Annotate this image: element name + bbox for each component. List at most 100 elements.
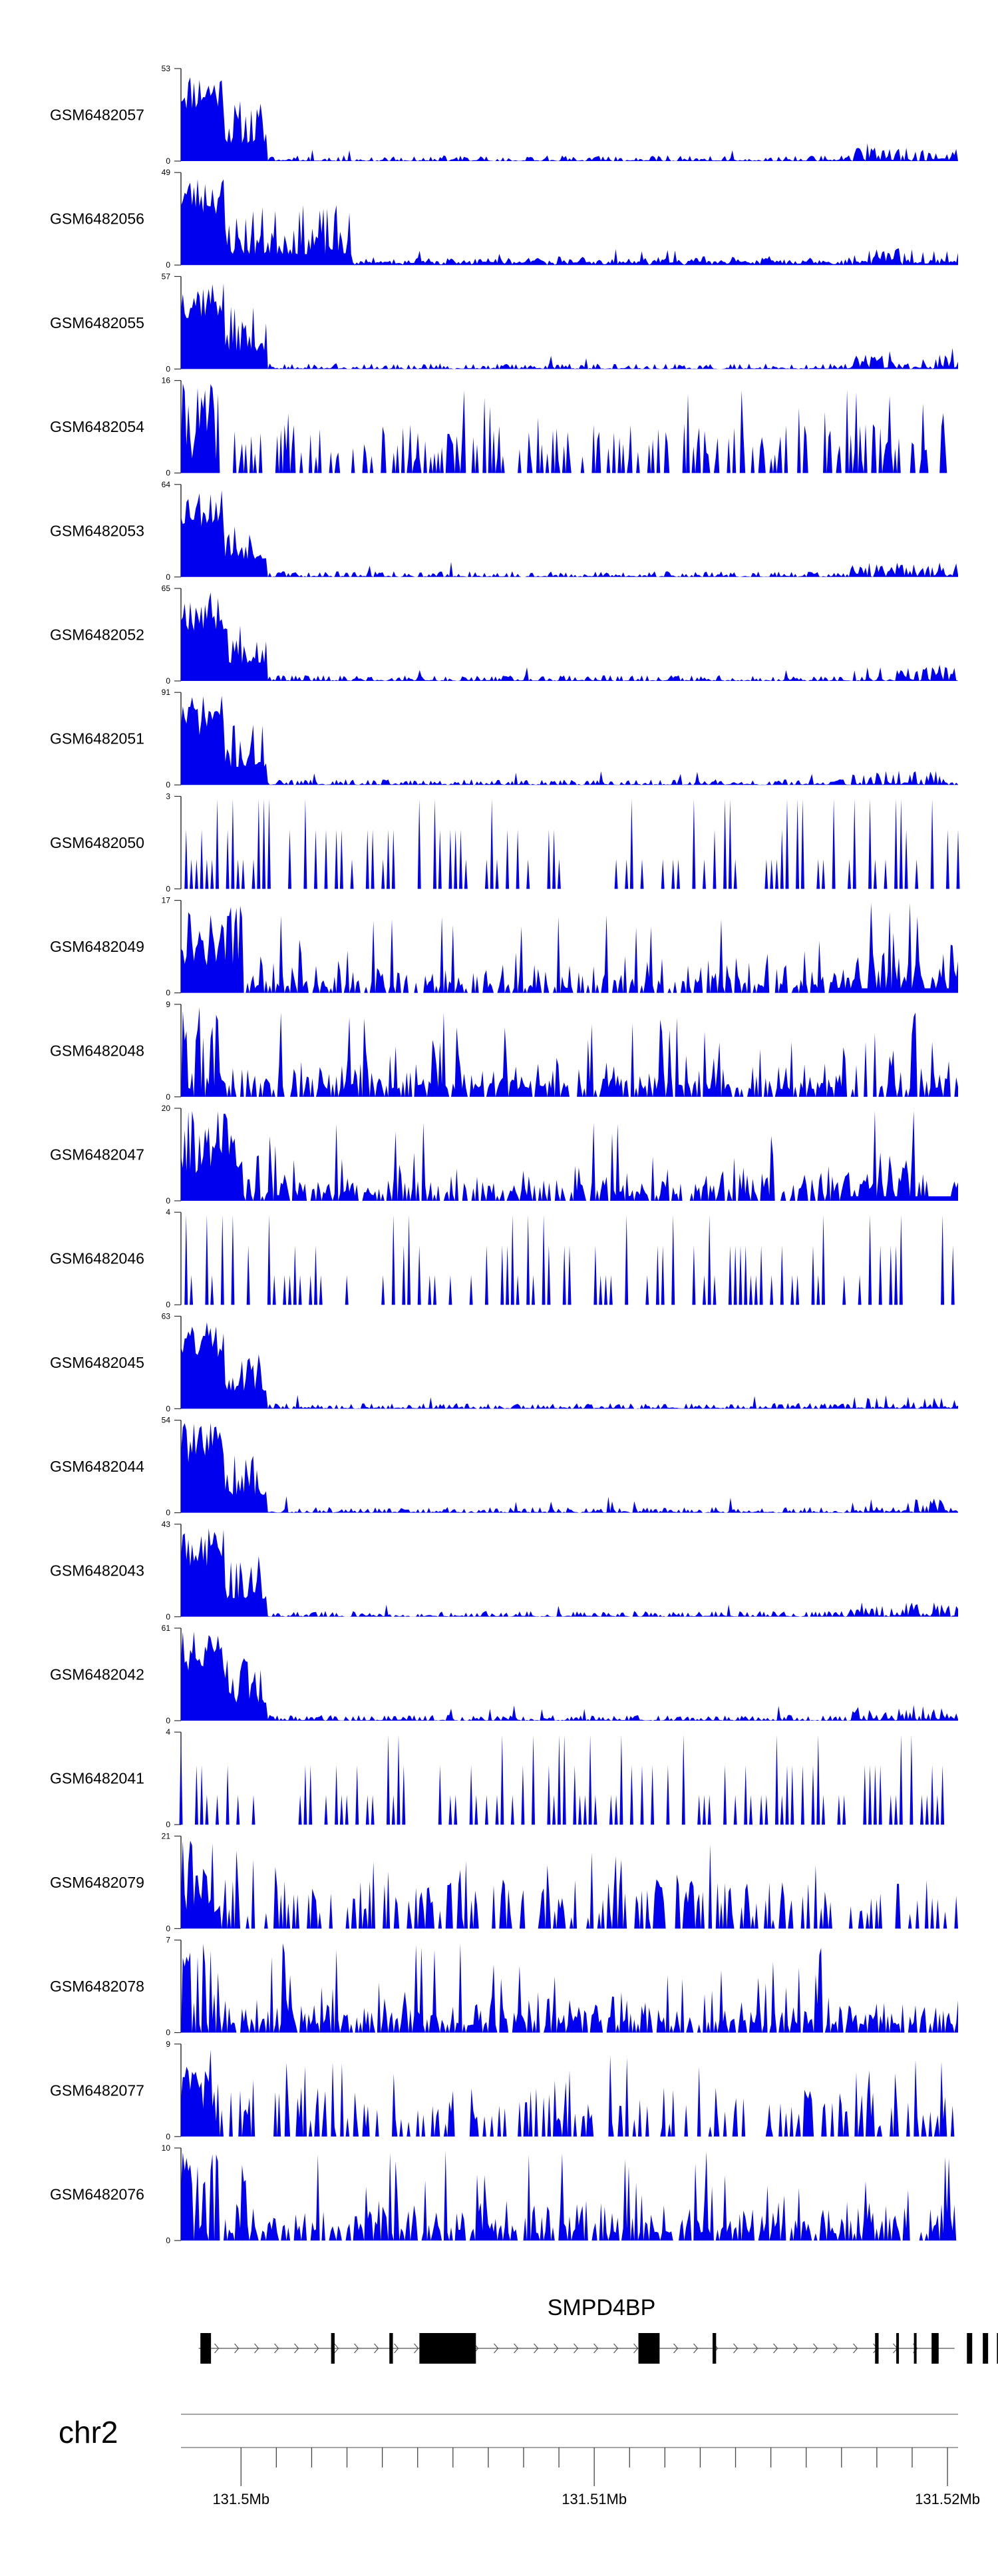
gene-exon	[983, 2333, 989, 2364]
coverage-area	[181, 1322, 958, 1409]
coverage-area	[181, 490, 958, 577]
y-max-label: 53	[162, 64, 171, 73]
gene-exon	[914, 2333, 917, 2364]
y-max-label: 9	[166, 2039, 170, 2049]
track-gsm6482049: GSM6482049 17 0	[50, 896, 958, 998]
track-gsm6482042: GSM6482042 61 0	[50, 1623, 958, 1725]
y-min-label: 0	[166, 780, 170, 789]
y-max-label: 20	[162, 1104, 171, 1113]
gene-exon	[875, 2333, 879, 2364]
strand-arrow	[673, 2343, 679, 2354]
gene-exon	[997, 2333, 998, 2364]
y-max-label: 91	[162, 688, 171, 697]
coverage-area	[181, 2151, 958, 2241]
y-max-label: 49	[162, 168, 171, 177]
coverage-area	[179, 1735, 958, 1825]
y-min-label: 0	[166, 260, 170, 270]
y-min-label: 0	[166, 1404, 170, 1413]
track-gsm6482047: GSM6482047 20 0	[50, 1104, 958, 1205]
track-gsm6482048: GSM6482048 9 0	[50, 1000, 958, 1102]
track-label: GSM6482078	[50, 1978, 144, 1995]
track-label: GSM6482043	[50, 1562, 144, 1579]
strand-arrow	[833, 2343, 838, 2354]
strand-arrow	[294, 2343, 299, 2354]
strand-arrow	[633, 2343, 639, 2354]
strand-arrow	[733, 2343, 739, 2354]
coverage-area	[181, 1528, 958, 1617]
gene-exon	[896, 2333, 900, 2364]
track-gsm6482079: GSM6482079 21 0	[50, 1831, 958, 1933]
y-max-label: 65	[162, 584, 171, 593]
y-min-label: 0	[166, 1924, 170, 1933]
y-min-label: 0	[166, 469, 170, 478]
coverage-area	[181, 696, 958, 785]
strand-arrow	[314, 2343, 319, 2354]
strand-arrow	[773, 2343, 778, 2354]
track-label: GSM6482044	[50, 1458, 144, 1475]
coverage-area	[181, 1007, 958, 1097]
y-min-label: 0	[166, 1092, 170, 1102]
strand-arrow	[593, 2343, 599, 2354]
y-max-label: 54	[162, 1416, 171, 1425]
gene-exon	[419, 2333, 476, 2364]
y-min-label: 0	[166, 988, 170, 998]
coverage-area	[181, 77, 958, 161]
track-gsm6482044: GSM6482044 54 0	[50, 1416, 958, 1518]
track-gsm6482045: GSM6482045 63 0	[50, 1311, 958, 1413]
coverage-area	[181, 2049, 958, 2137]
strand-arrow	[254, 2343, 259, 2354]
y-min-label: 0	[166, 1820, 170, 1829]
y-min-label: 0	[166, 1196, 170, 1205]
strand-arrow	[374, 2343, 379, 2354]
track-label: GSM6482048	[50, 1042, 144, 1059]
gene-exon	[967, 2333, 973, 2364]
track-gsm6482078: GSM6482078 7 0	[50, 1936, 958, 2038]
track-gsm6482057: GSM6482057 53 0	[50, 64, 958, 166]
track-gsm6482046: GSM6482046 4 0	[50, 1207, 958, 1309]
y-max-label: 21	[162, 1831, 171, 1840]
coverage-area	[181, 1631, 958, 1721]
track-gsm6482051: GSM6482051 91 0	[50, 688, 958, 789]
position-label: 131.52Mb	[915, 2491, 980, 2507]
coverage-tracks: GSM6482057530GSM6482056490GSM6482055570G…	[50, 64, 960, 2245]
track-label: GSM6482055	[50, 314, 144, 331]
track-label: GSM6482051	[50, 730, 144, 748]
y-max-label: 16	[162, 376, 171, 385]
track-gsm6482041: GSM6482041 4 0	[50, 1727, 958, 1829]
y-min-label: 0	[166, 2028, 170, 2038]
y-max-label: 4	[166, 1727, 170, 1737]
coverage-area	[181, 1215, 958, 1305]
gene-name-label: SMPD4BP	[548, 2295, 656, 2320]
gene-exon	[331, 2333, 335, 2364]
strand-arrow	[414, 2343, 419, 2354]
gene-exon	[931, 2333, 939, 2364]
genomic-axis: chr2 131.5Mb 131.51Mb 131.52Mb	[59, 2414, 980, 2507]
strand-arrow	[813, 2343, 818, 2354]
strand-arrow	[574, 2343, 579, 2354]
coverage-area	[181, 383, 958, 473]
position-label: 131.5Mb	[212, 2491, 269, 2507]
gene-exon	[638, 2333, 660, 2364]
track-label: GSM6482050	[50, 834, 144, 851]
y-min-label: 0	[166, 884, 170, 893]
coverage-area	[181, 1840, 958, 1929]
strand-arrow	[234, 2343, 240, 2354]
y-min-label: 0	[166, 572, 170, 582]
y-max-label: 10	[162, 2143, 171, 2153]
coverage-area	[181, 1943, 958, 2033]
track-label: GSM6482056	[50, 210, 144, 228]
gene-track: SMPD4BP	[198, 2295, 998, 2364]
y-max-label: 17	[162, 896, 171, 905]
strand-arrow	[394, 2343, 399, 2354]
track-label: GSM6482042	[50, 1666, 144, 1683]
y-min-label: 0	[166, 1300, 170, 1309]
coverage-area	[181, 1422, 958, 1513]
strand-arrow	[534, 2343, 539, 2354]
track-label: GSM6482045	[50, 1354, 144, 1371]
track-label: GSM6482041	[50, 1770, 144, 1787]
track-gsm6482053: GSM6482053 64 0	[50, 480, 958, 582]
strand-arrow	[554, 2343, 559, 2354]
y-min-label: 0	[166, 1612, 170, 1621]
track-gsm6482077: GSM6482077 9 0	[50, 2039, 958, 2141]
